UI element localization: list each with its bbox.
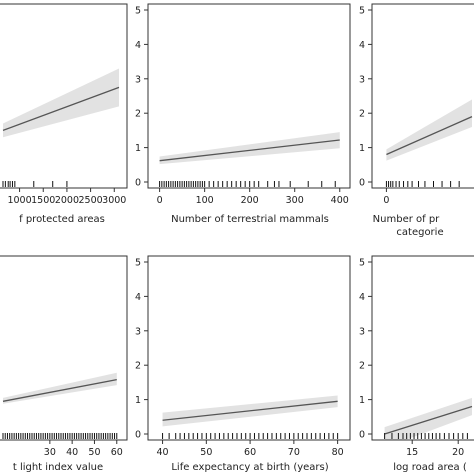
panel-frame [0,3,128,189]
panel-frame [371,255,474,441]
y-tick-label: 2 [135,109,141,120]
confidence-band [3,372,117,404]
panel-3: 0 0 1 2 3 4 5 Number of pr categorie [359,3,474,238]
confidence-band [386,99,472,161]
panel-frame [0,255,128,441]
x-tick-label: 1000 [7,195,31,206]
x-axis-title: Number of pr [373,214,441,225]
x-tick-label: 2500 [78,195,102,206]
x-tick-label: 80 [332,447,344,458]
x-axis-title: Life expectancy at birth (years) [171,462,328,473]
fit-line [384,405,473,435]
y-tick-label: 2 [135,361,141,372]
x-tick-label: 1500 [31,195,55,206]
x-tick-label: 60 [111,447,123,458]
y-tick-label: 0 [135,178,141,189]
x-tick-label: 300 [286,195,304,206]
x-tick-label: 20 [452,447,464,458]
panel-frame [147,255,351,441]
x-tick-label: 40 [157,447,169,458]
panel-frame [147,3,351,189]
x-tick-label: 3000 [102,195,126,206]
y-tick-label: 5 [359,258,365,269]
panel-5: 40 50 60 70 80 0 1 2 3 4 5 Life expectancy at birth… [135,255,351,473]
x-tick-label: 40 [66,447,78,458]
fit-line [386,116,473,156]
y-tick-label: 1 [359,143,365,154]
x-axis-title: log road area ( [393,462,467,473]
panel-6: 15 20 0 1 2 3 4 5 log road area ( [359,255,474,473]
y-tick-label: 3 [135,326,141,337]
y-tick-label: 3 [359,326,365,337]
x-axis-title-line2: categorie [396,227,443,238]
x-tick-label: 15 [406,447,418,458]
x-tick-label: 0 [157,195,163,206]
x-tick-label: 100 [196,195,214,206]
x-tick-label: 50 [200,447,212,458]
y-tick-label: 0 [359,430,365,441]
y-tick-label: 4 [359,40,365,51]
x-tick-label: 2000 [55,195,79,206]
x-tick-label: 0 [383,195,389,206]
confidence-band [159,132,340,165]
x-tick-label: 200 [241,195,259,206]
fit-line [162,400,338,421]
fit-line [159,139,340,162]
confidence-band [3,68,119,138]
x-axis-title: t light index value [13,462,103,473]
fit-line [2,379,117,402]
y-tick-label: 2 [359,361,365,372]
panel-4: 30 40 50 60 t light index value [0,255,128,473]
y-tick-label: 4 [135,40,141,51]
confidence-band [384,397,472,440]
x-tick-label: 60 [244,447,256,458]
y-tick-label: 4 [359,292,365,303]
y-tick-label: 5 [135,6,141,17]
x-tick-label: 400 [331,195,349,206]
x-tick-label: 50 [88,447,100,458]
y-tick-label: 5 [359,6,365,17]
panel-1: 1000 1500 2000 2500 3000 f protected areas [0,3,128,225]
y-tick-label: 5 [135,258,141,269]
y-tick-label: 1 [135,395,141,406]
y-tick-label: 3 [359,74,365,85]
y-tick-label: 0 [359,178,365,189]
y-tick-label: 3 [135,74,141,85]
x-tick-label: 30 [44,447,56,458]
x-axis-title: Number of terrestrial mammals [171,214,329,225]
y-tick-label: 0 [135,430,141,441]
y-tick-label: 4 [135,292,141,303]
y-tick-label: 1 [359,395,365,406]
x-tick-label: 70 [288,447,300,458]
panel-2: 0 100 200 300 400 0 1 2 3 4 5 Number of terrestrial… [135,3,351,225]
y-tick-label: 2 [359,109,365,120]
x-axis-title: f protected areas [19,214,105,225]
y-tick-label: 1 [135,143,141,154]
fit-line [2,86,120,132]
panel-frame [371,3,474,189]
